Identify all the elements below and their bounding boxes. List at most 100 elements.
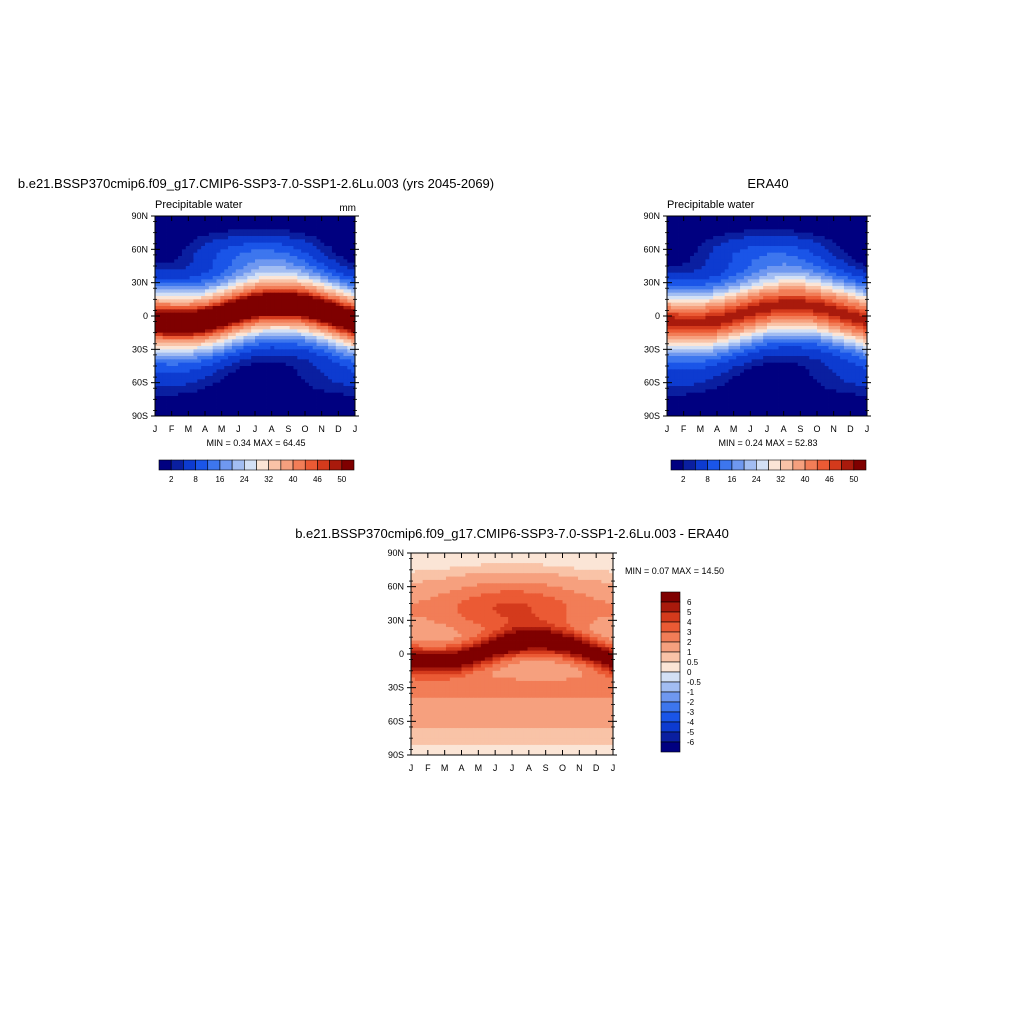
obs-field-cell — [863, 246, 867, 250]
model-field-cell — [328, 376, 333, 380]
obs-field-cell — [828, 232, 833, 237]
model-field-cell — [331, 399, 337, 404]
model-field-cell — [281, 396, 287, 400]
model-field-cell — [347, 239, 352, 244]
obs-field-cell — [763, 236, 768, 240]
obs-field-cell — [690, 289, 695, 294]
obs-field-cell — [790, 282, 795, 287]
model-field-cell — [239, 216, 244, 220]
obs-field-cell — [759, 319, 764, 324]
model-field-cell — [251, 336, 256, 340]
obs-field-cell — [674, 289, 679, 294]
model-field-cell — [347, 309, 352, 314]
obs-field-cell — [809, 302, 814, 307]
model-field-cell — [205, 269, 210, 274]
model-field-cell — [170, 409, 175, 414]
model-field-cell — [243, 322, 248, 327]
obs-field-cell — [774, 262, 779, 267]
model-field-cell — [185, 372, 191, 377]
obs-field-cell — [724, 256, 729, 260]
model-field-cell — [158, 309, 164, 314]
model-field-cell — [155, 272, 160, 277]
obs-field-cell — [678, 312, 683, 317]
obs-field-cell — [859, 309, 864, 314]
obs-field-cell — [767, 266, 772, 270]
model-field-cell — [220, 386, 225, 390]
model-field-cell — [220, 412, 225, 416]
model-field-cell — [216, 329, 221, 334]
model-field-cell — [201, 399, 206, 404]
model-field-cell — [274, 326, 279, 330]
model-field-cell — [251, 379, 256, 384]
obs-field-cell — [786, 262, 791, 267]
model-field-cell — [339, 409, 344, 414]
model-field-cell — [285, 396, 291, 400]
model-field-cell — [247, 236, 252, 240]
model-field-cell — [278, 232, 283, 237]
model-field-cell — [316, 242, 321, 247]
obs-field-cell — [767, 289, 772, 294]
model-field-cell — [343, 319, 348, 324]
model-field-cell — [231, 282, 237, 287]
obs-field-cell — [863, 259, 867, 264]
model-field-cell — [231, 396, 237, 400]
model-field-cell — [178, 402, 183, 407]
obs-field-cell — [667, 259, 672, 264]
model-field-cell — [339, 339, 344, 344]
model-field-cell — [285, 232, 291, 237]
model-field-cell — [266, 259, 271, 264]
obs-field-cell — [763, 229, 768, 234]
model-field-cell — [220, 332, 225, 337]
model-field-cell — [189, 272, 194, 277]
model-field-cell — [178, 309, 183, 314]
obs-field-cell — [724, 229, 729, 234]
model-field-cell — [297, 299, 302, 304]
model-field-cell — [158, 256, 164, 260]
obs-field-cell — [709, 272, 714, 277]
obs-field-cell — [797, 239, 803, 244]
obs-field-cell — [686, 246, 691, 250]
model-field-cell — [208, 369, 214, 374]
model-field-cell — [266, 219, 271, 224]
obs-field-cell — [832, 252, 837, 257]
model-field-cell — [216, 216, 221, 220]
obs-field-cell — [736, 289, 741, 294]
model-field-cell — [347, 222, 352, 227]
model-field-cell — [185, 232, 191, 237]
obs-field-cell — [767, 219, 772, 224]
obs-field-cell — [793, 236, 799, 240]
model-field-cell — [289, 282, 294, 287]
obs-field-cell — [690, 312, 695, 317]
model-field-cell — [193, 402, 198, 407]
obs-field-cell — [682, 276, 687, 280]
obs-field-cell — [747, 269, 753, 274]
model-field-cell — [178, 326, 183, 330]
obs-field-cell — [805, 252, 810, 257]
model-field-cell — [312, 239, 317, 244]
model-field-cell — [328, 286, 333, 290]
model-field-cell — [262, 259, 267, 264]
obs-field-cell — [863, 312, 867, 317]
obs-field-cell — [817, 322, 822, 327]
obs-field-cell — [824, 222, 829, 227]
obs-field-cell — [817, 222, 822, 227]
model-field-cell — [331, 389, 337, 394]
model-field-cell — [305, 292, 310, 297]
obs-field-cell — [797, 226, 803, 230]
obs-field-cell — [782, 232, 787, 237]
model-field-cell — [212, 279, 217, 284]
model-field-cell — [201, 242, 206, 247]
model-field-cell — [324, 322, 329, 327]
model-field-cell — [205, 226, 210, 230]
obs-field-cell — [824, 276, 829, 280]
obs-field-cell — [732, 242, 737, 247]
model-field-cell — [316, 302, 321, 307]
obs-field-cell — [840, 216, 845, 220]
model-field-cell — [193, 229, 198, 234]
obs-field-cell — [855, 296, 860, 300]
model-field-cell — [224, 346, 229, 350]
model-field-cell — [239, 336, 244, 340]
obs-field-cell — [686, 269, 691, 274]
model-field-cell — [178, 249, 183, 254]
model-field-cell — [189, 232, 194, 237]
